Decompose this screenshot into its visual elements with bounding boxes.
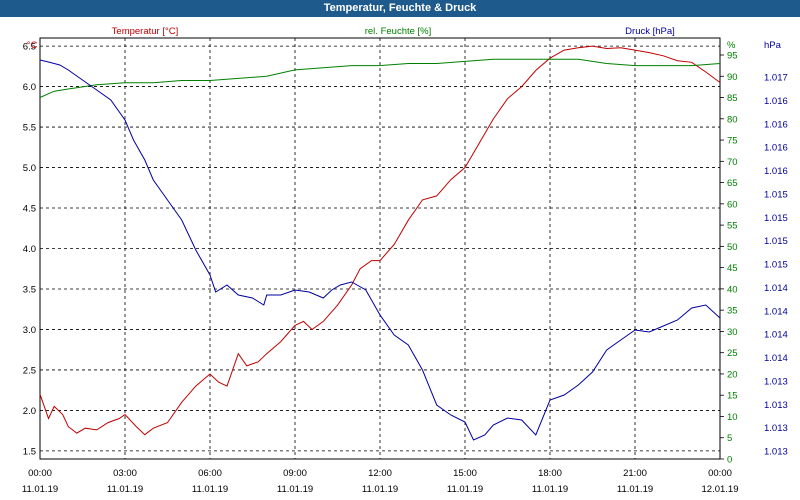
temperature-line: [39, 45, 721, 436]
pressure-tick-label: 1.016: [764, 119, 788, 130]
pressure-tick-label: 1.016: [764, 143, 788, 154]
legend-pressure: Druck [hPa]: [625, 26, 675, 37]
pressure-tick-label: 1.013: [764, 423, 788, 434]
x-tick-date: 11.01.19: [277, 484, 313, 495]
temperature-tick-label: 5.0: [23, 163, 36, 174]
pressure-tick-label: 1.015: [764, 260, 788, 271]
x-tick-label: 03:00: [113, 468, 137, 479]
humidity-tick-label: 50: [727, 242, 738, 253]
pressure-tick-label: 1.016: [764, 166, 788, 177]
humidity-tick-label: 65: [727, 178, 738, 189]
x-tick-date: 11.01.19: [532, 484, 568, 495]
temperature-tick-label: 6.5: [23, 42, 36, 53]
humidity-unit-label: %: [727, 40, 736, 51]
series-layer: [39, 45, 721, 441]
pressure-tick-label: 1.015: [764, 213, 788, 224]
pressure-tick-label: 1.013: [764, 376, 788, 387]
x-tick-date: 11.01.19: [22, 484, 58, 495]
temperature-tick-label: 2.5: [23, 365, 36, 376]
temperature-tick-label: 2.0: [23, 406, 36, 417]
humidity-tick-label: 25: [727, 348, 738, 359]
pressure-tick-label: 1.017: [764, 73, 788, 84]
humidity-tick-label: 0: [727, 455, 732, 466]
grid: [40, 38, 724, 460]
pressure-tick-label: 1.015: [764, 236, 788, 247]
x-tick-date: 11.01.19: [617, 484, 653, 495]
temperature-tick-label: 4.0: [23, 244, 36, 255]
pressure-tick-label: 1.014: [764, 330, 788, 341]
temperature-tick-label: 5.5: [23, 123, 36, 134]
humidity-tick-label: 75: [727, 136, 738, 147]
humidity-tick-label: 55: [727, 221, 738, 232]
humidity-tick-label: 85: [727, 93, 738, 104]
pressure-unit-label: hPa: [764, 40, 782, 51]
x-tick-date: 11.01.19: [447, 484, 483, 495]
pressure-tick-label: 1.013: [764, 447, 788, 458]
pressure-tick-label: 1.016: [764, 96, 788, 107]
x-tick-date: 11.01.19: [362, 484, 398, 495]
x-tick-label: 00:00: [28, 468, 52, 479]
temperature-tick-label: 4.5: [23, 204, 36, 215]
x-tick-label: 00:00: [708, 468, 732, 479]
temperature-tick-label: 1.5: [23, 446, 36, 457]
labels-layer: 00:00 11.01.19 03:00 11.01.19 06:00 11.01.19 0…: [22, 26, 788, 495]
pressure-tick-label: 1.014: [764, 283, 788, 294]
humidity-tick-label: 60: [727, 199, 738, 210]
temperature-unit-label: °C: [27, 40, 38, 51]
x-tick-label: 18:00: [538, 468, 562, 479]
humidity-line: [39, 58, 721, 98]
pressure-line: [39, 59, 721, 441]
x-tick-date: 12.01.19: [702, 484, 739, 495]
pressure-tick-label: 1.014: [764, 353, 788, 364]
pressure-tick-label: 1.013: [764, 400, 788, 411]
chart-title: Temperatur, Feuchte & Druck: [0, 0, 800, 17]
temperature-tick-label: 3.5: [23, 284, 36, 295]
humidity-tick-label: 45: [727, 263, 738, 274]
x-tick-label: 21:00: [623, 468, 647, 479]
x-tick-label: 09:00: [283, 468, 307, 479]
x-tick-label: 06:00: [198, 468, 222, 479]
temperature-tick-label: 3.0: [23, 325, 36, 336]
humidity-tick-label: 30: [727, 327, 738, 338]
humidity-tick-label: 40: [727, 284, 738, 295]
x-tick-label: 15:00: [453, 468, 477, 479]
pressure-tick-label: 1.015: [764, 189, 788, 200]
humidity-tick-label: 5: [727, 433, 732, 444]
humidity-tick-label: 70: [727, 157, 738, 168]
humidity-tick-label: 20: [727, 369, 738, 380]
humidity-tick-label: 80: [727, 114, 738, 125]
temperature-tick-label: 6.0: [23, 82, 36, 93]
x-tick-label: 12:00: [368, 468, 392, 479]
humidity-tick-label: 90: [727, 72, 738, 83]
humidity-tick-label: 35: [727, 306, 738, 317]
x-tick-date: 11.01.19: [107, 484, 143, 495]
humidity-tick-label: 10: [727, 412, 738, 423]
pressure-tick-label: 1.014: [764, 306, 788, 317]
x-tick-date: 11.01.19: [192, 484, 228, 495]
humidity-tick-label: 95: [727, 51, 738, 62]
humidity-tick-label: 15: [727, 391, 738, 402]
legend-temperature: Temperatur [°C]: [112, 26, 179, 37]
legend-humidity: rel. Feuchte [%]: [365, 26, 432, 37]
